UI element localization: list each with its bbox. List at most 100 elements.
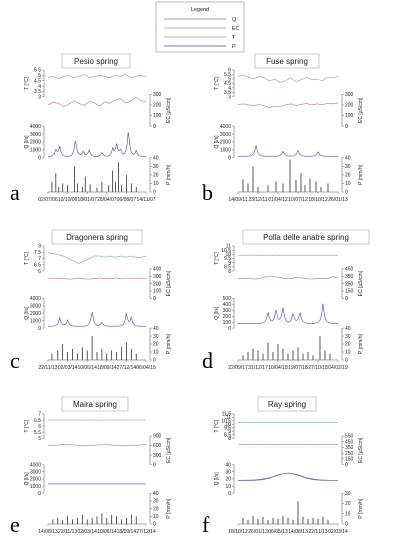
tick-label-q: 30 [225,469,231,475]
tick-label-p: 40 [153,326,159,332]
axis-label-p: P [mm/h] [358,333,364,354]
panel-b-letter: b [202,180,213,205]
tick-label-q: 4000 [30,124,41,130]
axis-label-p: P [mm/h] [358,164,364,185]
tick-label-t: 10.5 [221,248,231,254]
axis-label-t: T [°C] [24,252,30,265]
tick-label-t: 7 [38,256,41,262]
tick-label-ec: 450 [345,439,354,445]
tick-label-p: 30 [345,491,351,497]
tick-label-t: 8 [228,269,231,275]
tick-label-p: 0 [153,358,156,364]
tick-label-ec: 450 [345,267,354,273]
panel-f-letter: f [202,512,210,537]
legend-label-p: P [232,44,236,50]
x-tick-label: 14/08/13 [288,529,308,535]
tick-label-p: 40 [153,156,159,162]
tick-label-p: 0 [345,190,348,196]
tick-label-ec: 0 [345,296,348,302]
tick-label-p: 0 [345,358,348,364]
x-tick-label: 19/07/18 [288,365,308,371]
x-tick-label: 23/12/11 [248,197,267,203]
series-ec-line [47,443,147,447]
tick-label-p: 40 [345,156,351,162]
tick-label-t: 11 [226,415,231,421]
x-tick-label: 18/09/14 [117,529,137,535]
tick-label-t: 4 [38,84,41,90]
tick-label-t: 3 [228,95,231,101]
tick-label-ec: 100 [345,113,354,119]
tick-label-q: 0 [228,491,231,497]
x-tick-label: 26/01/13 [328,197,348,203]
tick-label-ec: 0 [153,296,156,302]
axis-label-q: Q [l/s] [214,472,220,486]
tick-label-t: 3.5 [34,89,41,95]
tick-label-p: 10 [345,511,351,517]
panel-c-letter: c [10,348,20,373]
x-tick-label: 14/11/07 [136,197,155,203]
tick-label-t: 7.5 [34,250,41,256]
axis-label-ec: EC [µS/cm] [358,270,364,296]
x-tick-label: 18/10/12 [228,529,248,535]
tick-label-q: 100 [223,320,232,326]
tick-label-ec: 0 [153,462,156,468]
tick-label-p: 10 [345,350,351,356]
x-tick-label: 02/03/14 [77,529,97,535]
tick-label-ec: 350 [345,445,354,451]
legend-entry-q: Q [164,17,237,23]
x-tick-label: 02/03/14 [328,529,348,535]
x-tick-label: 02/07/06 [38,197,58,203]
tick-label-t: 10 [225,252,231,258]
x-tick-label: 06/05/13 [268,529,288,535]
tick-label-p: 30 [153,164,159,170]
tick-label-t: 10 [225,422,231,428]
x-tick-label: 22/11/13 [308,529,327,535]
tick-label-t: 5 [38,436,41,442]
panel-e: Maira spring e 55.566.57T [°C]0300600900… [10,396,172,537]
x-tick-label: 14/08/13 [38,529,58,535]
tick-label-t: 5 [38,73,41,79]
tick-label-q: 0 [228,326,231,332]
tick-label-q: 0 [228,156,231,162]
axis-label-t: T [°C] [214,76,220,89]
tick-label-t: 8.5 [224,432,231,438]
axis-label-ec: EC [µS/cm] [358,437,364,463]
tick-label-q: 3000 [30,469,41,475]
tick-label-t: 5.5 [224,72,231,78]
tick-label-t: 11 [226,244,231,250]
legend-label-t: T [232,35,236,41]
tick-label-ec: 300 [153,274,162,280]
x-tick-label: 22/11/13 [58,529,77,535]
axis-label-p: P [mm/h] [166,333,172,354]
x-tick-label: 18/10/12 [308,197,328,203]
tick-label-p: 30 [345,164,351,170]
tick-label-p: 10 [153,181,159,187]
x-tick-label: 27/12/14 [136,529,156,535]
axis-label-q: Q [l/s] [24,135,30,149]
x-tick-label: 22/09/17 [228,365,248,371]
tick-label-q: 1000 [30,318,41,324]
panel-e-letter: e [10,512,20,537]
tick-label-p: 30 [153,334,159,340]
tick-label-q: 300 [223,308,232,314]
x-tick-label: 27/12/14 [117,365,137,371]
legend-label-ec: EC [232,26,240,32]
panel-a-title: Pesio spring [74,57,118,66]
tick-label-ec: 100 [153,289,162,295]
axis-label-p: P [mm/h] [166,498,172,519]
axis-label-t: T [°C] [214,252,220,265]
tick-label-p: 20 [345,342,351,348]
axis-label-ec: EC [µS/cm] [166,270,172,296]
legend-label-q: Q [232,17,237,23]
panel-a: Pesio spring a 33.544.555.5T [°C]0100200… [10,53,172,205]
x-tick-label: 04/02/19 [328,365,348,371]
tick-label-p: 0 [345,522,348,528]
tick-label-t: 4 [228,86,231,92]
x-tick-label: 26/01/13 [248,529,268,535]
series-q-line [238,472,339,482]
